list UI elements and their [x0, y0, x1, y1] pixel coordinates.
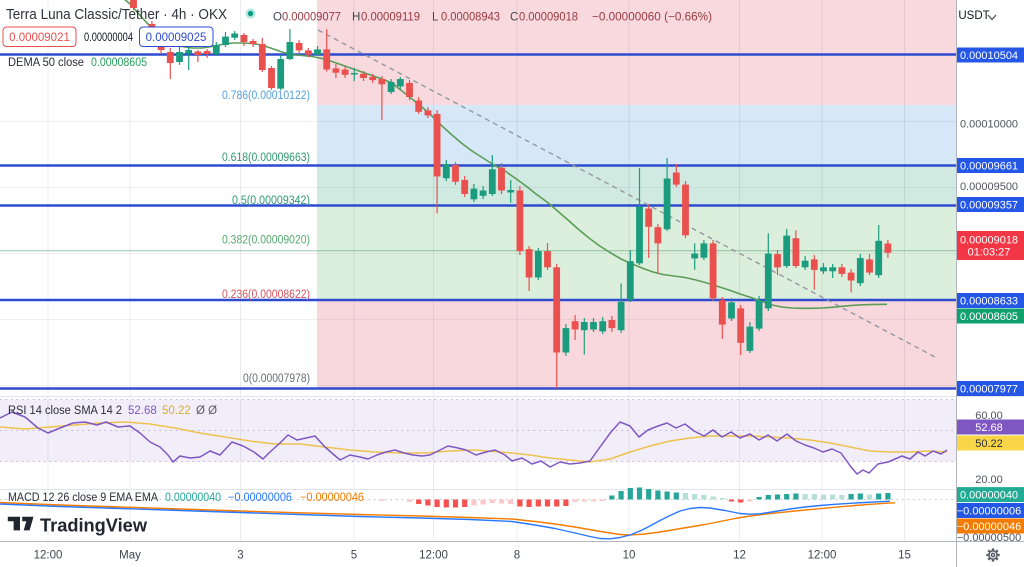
svg-text:0.00009661: 0.00009661	[960, 161, 1018, 173]
svg-text:12:00: 12:00	[808, 550, 837, 562]
svg-text:−0.00000060 (−0.66%): −0.00000060 (−0.66%)	[592, 12, 712, 24]
svg-text:−0.00000046: −0.00000046	[957, 521, 1022, 533]
svg-text:50.22: 50.22	[162, 405, 191, 417]
svg-text:May: May	[119, 550, 141, 562]
svg-text:0.00009119: 0.00009119	[361, 12, 420, 24]
svg-text:01:03:27: 01:03:27	[968, 246, 1011, 258]
svg-text:0(0.00007978): 0(0.00007978)	[243, 373, 310, 385]
svg-text:0.236(0.00008622): 0.236(0.00008622)	[222, 289, 310, 301]
svg-text:60.00: 60.00	[975, 410, 1003, 422]
svg-text:C: C	[510, 12, 518, 24]
svg-text:52.68: 52.68	[975, 422, 1003, 434]
svg-text:0.00008633: 0.00008633	[960, 296, 1018, 308]
svg-text:0.00000004: 0.00000004	[84, 32, 133, 44]
svg-text:L: L	[432, 12, 439, 24]
svg-text:12: 12	[733, 550, 746, 562]
svg-text:0.00009500: 0.00009500	[960, 181, 1018, 193]
svg-text:0.00010504: 0.00010504	[960, 50, 1018, 62]
svg-text:TradingView: TradingView	[40, 515, 148, 536]
svg-text:0.5(0.00009342): 0.5(0.00009342)	[232, 195, 310, 207]
svg-text:8: 8	[514, 550, 520, 562]
svg-text:12:00: 12:00	[34, 550, 63, 562]
svg-text:0.382(0.00009020): 0.382(0.00009020)	[222, 235, 310, 247]
svg-text:15: 15	[898, 550, 911, 562]
svg-text:−0.00000046: −0.00000046	[300, 492, 364, 504]
svg-text:0.00009077: 0.00009077	[282, 12, 341, 24]
svg-text:DEMA 50 close: DEMA 50 close	[8, 57, 84, 69]
svg-text:0.00009357: 0.00009357	[960, 200, 1018, 212]
svg-text:0.00009018: 0.00009018	[960, 234, 1018, 246]
svg-text:0.00009018: 0.00009018	[519, 12, 578, 24]
svg-text:52.68: 52.68	[128, 405, 157, 417]
svg-text:Ø Ø: Ø Ø	[196, 405, 217, 417]
svg-text:RSI 14 close SMA 14 2: RSI 14 close SMA 14 2	[8, 405, 122, 417]
svg-text:H: H	[352, 12, 360, 24]
svg-text:−0.00000006: −0.00000006	[228, 492, 292, 504]
svg-text:12:00: 12:00	[419, 550, 448, 562]
svg-text:0.618(0.00009663): 0.618(0.00009663)	[222, 152, 310, 164]
svg-text:−0.00000006: −0.00000006	[957, 506, 1022, 518]
svg-text:Terra Luna Classic/Tether · 4h: Terra Luna Classic/Tether · 4h · OKX	[6, 6, 227, 23]
svg-text:MACD 12 26 close 9 EMA EMA: MACD 12 26 close 9 EMA EMA	[8, 492, 158, 504]
svg-text:0.00007977: 0.00007977	[960, 384, 1018, 396]
svg-text:USDT: USDT	[958, 10, 989, 22]
svg-text:0.786(0.00010122): 0.786(0.00010122)	[222, 90, 310, 102]
svg-text:50.22: 50.22	[975, 438, 1003, 450]
svg-text:O: O	[273, 12, 282, 24]
svg-text:5: 5	[351, 550, 357, 562]
svg-text:3: 3	[237, 550, 243, 562]
svg-text:0.00008943: 0.00008943	[441, 12, 500, 24]
svg-text:0.00008605: 0.00008605	[91, 57, 147, 69]
svg-text:10: 10	[623, 550, 636, 562]
svg-text:0.00010000: 0.00010000	[960, 119, 1018, 131]
svg-text:0.00008605: 0.00008605	[960, 311, 1018, 323]
svg-text:0.00000040: 0.00000040	[960, 490, 1018, 502]
svg-text:20.00: 20.00	[975, 474, 1003, 486]
svg-text:0.00009025: 0.00009025	[146, 32, 207, 44]
svg-text:0.00009021: 0.00009021	[9, 32, 70, 44]
svg-text:0.00000040: 0.00000040	[165, 492, 221, 504]
